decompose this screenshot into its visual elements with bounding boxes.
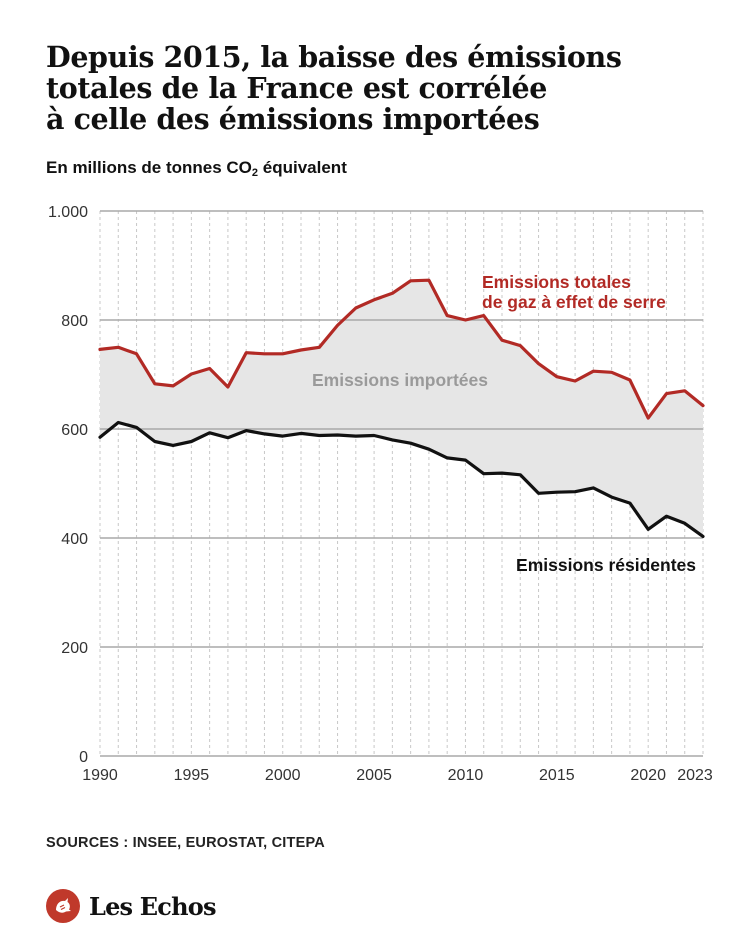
resident-emissions-line xyxy=(98,420,705,538)
subtitle-unit: équivalent xyxy=(258,158,347,177)
x-tick-label: 2020 xyxy=(630,767,666,784)
x-tick-label: 1990 xyxy=(82,767,118,784)
x-tick-label: 2005 xyxy=(356,767,392,784)
x-tick-label: 2015 xyxy=(539,767,575,784)
title-line-2: totales de la France est corrélée xyxy=(46,71,547,105)
total-emissions-label-line: Emissions totales xyxy=(482,272,631,292)
title-line-3: à celle des émissions importées xyxy=(46,102,540,136)
y-tick-label: 800 xyxy=(61,313,88,330)
x-tick-label: 1995 xyxy=(174,767,210,784)
brand-name: Les Echos xyxy=(89,891,216,921)
chart-subtitle: En millions de tonnes CO2 équivalent xyxy=(46,158,347,179)
les-echos-logo: Les Echos xyxy=(46,889,216,923)
sources-note: SOURCES : INSEE, EUROSTAT, CITEPA xyxy=(46,835,325,851)
chart-title: Depuis 2015, la baisse des émissions tot… xyxy=(46,42,716,135)
subtitle-subscript: 2 xyxy=(251,167,259,179)
rooster-icon xyxy=(46,889,80,923)
y-tick-label: 200 xyxy=(61,640,88,657)
x-tick-label: 2010 xyxy=(448,767,484,784)
imported-emissions-label: Emissions importées xyxy=(312,370,488,390)
total-emissions-line xyxy=(98,278,705,420)
y-tick-label: 600 xyxy=(61,422,88,439)
y-tick-label: 1.000 xyxy=(48,204,88,221)
x-tick-label: 2000 xyxy=(265,767,301,784)
x-tick-label: 2023 xyxy=(677,767,713,784)
total-emissions-label-line: de gaz à effet de serre xyxy=(482,292,666,312)
y-tick-label: 0 xyxy=(79,749,88,766)
resident-emissions-label: Emissions résidentes xyxy=(516,555,696,575)
total-emissions-label: Emissions totales de gaz à effet de serre xyxy=(482,272,666,312)
imported-emissions-area xyxy=(100,280,703,537)
line-chart: 0 200 400 600 800 1.000 1990 1995 2000 2005 2010 20… xyxy=(48,204,713,784)
y-tick-label: 400 xyxy=(61,531,88,548)
subtitle-text: En millions de tonnes CO xyxy=(46,158,252,177)
title-line-1: Depuis 2015, la baisse des émissions xyxy=(46,40,622,74)
